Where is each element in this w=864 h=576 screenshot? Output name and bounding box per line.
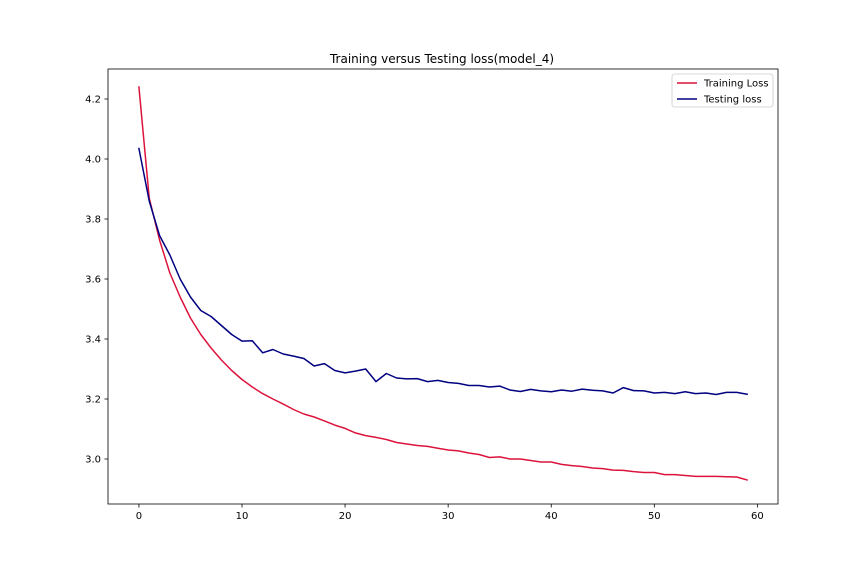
series-line-testing-loss <box>138 147 748 396</box>
y-tick-label: 3.8 <box>85 215 101 226</box>
y-tick-label: 3.4 <box>85 335 101 346</box>
x-tick-label: 20 <box>339 511 352 522</box>
x-tick-label: 40 <box>545 511 558 522</box>
legend-label: Training Loss <box>703 79 769 90</box>
x-tick-label: 50 <box>648 511 661 522</box>
y-tick-label: 3.2 <box>85 395 101 406</box>
x-tick-label: 10 <box>236 511 249 522</box>
y-tick-label: 4.2 <box>85 95 101 106</box>
axes: 0 10 20 30 40 50 60 3.0 3.2 3.4 3.6 3.8 4.0 4.2 <box>85 68 779 522</box>
series-line-training-loss <box>138 86 749 481</box>
y-tick-label: 3.0 <box>85 455 101 466</box>
x-tick-label: 0 <box>136 511 142 522</box>
y-tick-label: 4.0 <box>85 155 101 166</box>
legend-box <box>671 73 774 108</box>
y-tick-label: 3.6 <box>85 275 101 286</box>
legend: Training Loss Testing loss <box>671 73 774 108</box>
plot-area <box>138 86 749 481</box>
x-tick-label: 30 <box>442 511 455 522</box>
x-tick-label: 60 <box>751 511 764 522</box>
chart-title: Training versus Testing loss(model_4) <box>329 52 554 66</box>
legend-label: Testing loss <box>703 95 762 106</box>
axes-frame <box>107 68 779 505</box>
